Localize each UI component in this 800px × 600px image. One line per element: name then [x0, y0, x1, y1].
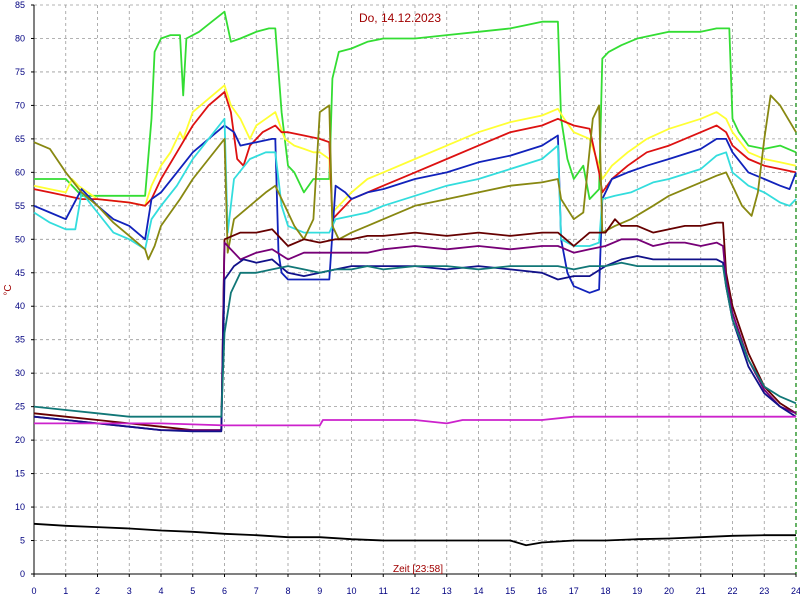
x-tick-label: 9	[317, 586, 322, 596]
y-tick-label: 10	[15, 502, 25, 512]
x-tick-label: 6	[222, 586, 227, 596]
chart-title: Do, 14.12.2023	[359, 11, 441, 25]
series-line-5	[33, 117, 797, 251]
x-tick-label: 21	[696, 586, 706, 596]
y-tick-label: 35	[15, 335, 25, 345]
series-line-1	[34, 10, 797, 200]
x-tick-label: 12	[410, 586, 420, 596]
y-tick-label: 0	[20, 569, 25, 579]
x-tick-label: 5	[190, 586, 195, 596]
series-lines	[33, 10, 797, 547]
x-tick-label: 15	[505, 586, 515, 596]
y-tick-label: 65	[15, 134, 25, 144]
y-tick-label: 50	[15, 234, 25, 244]
y-tick-label: 25	[15, 402, 25, 412]
x-tick-label: 18	[600, 586, 610, 596]
y-tick-label: 70	[15, 100, 25, 110]
series-line-10	[33, 261, 797, 418]
y-tick-label: 60	[15, 167, 25, 177]
series-line-12	[33, 522, 796, 547]
x-tick-label: 14	[473, 586, 483, 596]
y-tick-label: 85	[15, 0, 25, 10]
y-tick-label: 30	[15, 368, 25, 378]
x-tick-label: 1	[63, 586, 68, 596]
x-tick-label: 3	[127, 586, 132, 596]
y-tick-label: 75	[15, 67, 25, 77]
x-tick-label: 22	[727, 586, 737, 596]
x-tick-label: 11	[379, 586, 388, 596]
x-tick-label: 17	[569, 586, 579, 596]
series-line-3	[33, 91, 797, 221]
series-line-4	[33, 124, 797, 294]
x-tick-label: 19	[632, 586, 642, 596]
y-tick-label: 5	[20, 536, 25, 546]
y-tick-label: 15	[15, 469, 25, 479]
x-axis-label: Zeit [23:58]	[393, 564, 443, 575]
series-line-11	[34, 415, 796, 427]
x-tick-label: 16	[537, 586, 547, 596]
x-tick-label: 7	[254, 586, 259, 596]
x-tick-label: 20	[664, 586, 674, 596]
y-tick-label: 20	[15, 435, 25, 445]
x-tick-label: 0	[31, 586, 36, 596]
y-tick-label: 80	[15, 33, 25, 43]
x-tick-label: 24	[791, 586, 800, 596]
x-tick-label: 13	[442, 586, 452, 596]
y-tick-label: 45	[15, 268, 25, 278]
x-tick-label: 23	[759, 586, 769, 596]
x-tick-label: 2	[95, 586, 100, 596]
y-axis-label: °C	[3, 284, 14, 295]
x-tick-label: 10	[346, 586, 356, 596]
series-line-6	[33, 94, 797, 261]
y-tick-label: 40	[15, 301, 25, 311]
x-tick-label: 8	[285, 586, 290, 596]
x-tick-label: 4	[158, 586, 163, 596]
y-tick-label: 55	[15, 201, 25, 211]
